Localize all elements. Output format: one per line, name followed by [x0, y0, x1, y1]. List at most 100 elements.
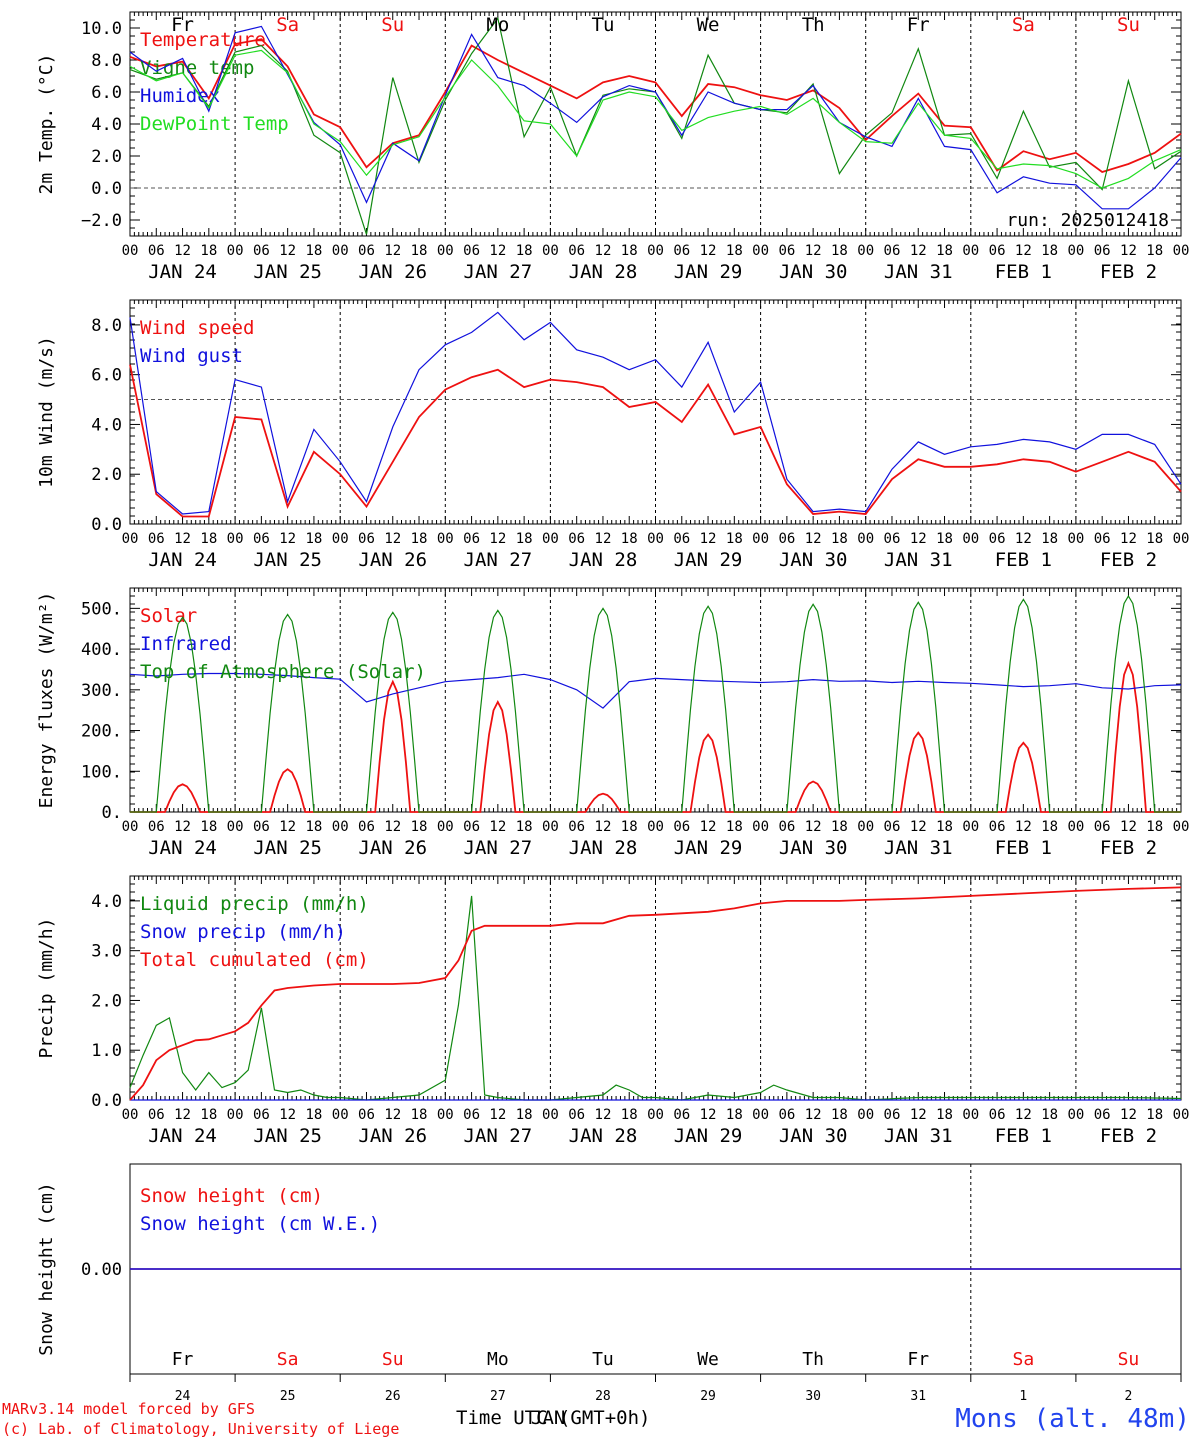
hour-label: 00 [122, 1107, 139, 1123]
date-label: JAN 25 [253, 261, 322, 283]
hour-label: 06 [358, 1107, 375, 1123]
date-label: FEB 2 [1100, 837, 1157, 859]
day-name: Fr [907, 1349, 929, 1370]
date-label: FEB 1 [995, 261, 1052, 283]
hour-label: 00 [332, 1107, 349, 1123]
series-line [129, 38, 1182, 173]
hour-label: 00 [227, 531, 244, 547]
hour-label: 00 [1173, 1107, 1190, 1123]
date-label: JAN 24 [148, 1125, 217, 1147]
hour-label: 06 [778, 243, 795, 259]
day-number: 2 [1125, 1389, 1133, 1404]
date-label: JAN 28 [569, 837, 638, 859]
date-label: JAN 30 [779, 837, 848, 859]
hour-label: 12 [279, 819, 296, 835]
date-label: JAN 24 [148, 261, 217, 283]
y-tick-label: 8.0 [91, 316, 122, 336]
x-axis-label: Time UTC (GMT+0h) [456, 1407, 650, 1429]
date-label: JAN 27 [464, 261, 533, 283]
hour-label: 18 [726, 1107, 743, 1123]
legend-entry: Vigne temp [140, 57, 254, 79]
hour-label: 00 [227, 819, 244, 835]
hour-label: 18 [516, 531, 533, 547]
hour-label: 18 [200, 243, 217, 259]
hour-label: 00 [1173, 243, 1190, 259]
legend-entry: Infrared [140, 633, 232, 655]
legend-entry: Wind speed [140, 317, 254, 339]
hour-label: 00 [122, 243, 139, 259]
hour-label: 12 [1015, 819, 1032, 835]
hour-label: 12 [279, 243, 296, 259]
hour-label: 18 [200, 531, 217, 547]
hour-label: 00 [1173, 819, 1190, 835]
hour-label: 00 [962, 243, 979, 259]
hour-label: 18 [621, 1107, 638, 1123]
date-label: JAN 30 [779, 261, 848, 283]
hour-label: 12 [700, 1107, 717, 1123]
date-label: JAN 31 [884, 261, 953, 283]
panel-3: 0. 100. 200. 300. 400. 500. Energy fluxes (W/m… [36, 587, 1190, 859]
panel-2: 0.0 2.0 4.0 6.0 8.0 10m Wind (m/s) Wind speed W… [36, 299, 1189, 571]
hour-label: 06 [148, 819, 165, 835]
date-label: JAN 24 [148, 549, 217, 571]
hour-label: 00 [857, 243, 874, 259]
hour-label: 12 [279, 531, 296, 547]
hour-label: 00 [647, 243, 664, 259]
date-label: JAN 26 [358, 261, 427, 283]
series-line [129, 364, 1182, 518]
hour-label: 06 [778, 1107, 795, 1123]
y-tick-label: 0.00 [81, 1260, 122, 1280]
hour-label: 06 [778, 819, 795, 835]
chart-panels: −2.00.02.04.06.08.010.02m Temp. (°C)Temp… [36, 11, 1190, 1404]
hour-label: 12 [700, 243, 717, 259]
y-tick-label: 1.0 [91, 1041, 122, 1061]
y-axis-label: Snow height (cm) [36, 1182, 57, 1355]
y-axis-label: Precip (mm/h) [36, 918, 57, 1059]
day-name: Sa [1013, 1349, 1035, 1370]
day-name: Fr [171, 14, 194, 36]
day-name: Sa [1012, 14, 1035, 36]
hour-label: 00 [542, 243, 559, 259]
hour-label: 06 [253, 1107, 270, 1123]
hour-label: 12 [700, 531, 717, 547]
hour-label: 00 [752, 531, 769, 547]
hour-label: 18 [1146, 819, 1163, 835]
date-label: JAN 31 [884, 549, 953, 571]
x-axis-overlap-label: JAN [531, 1407, 565, 1429]
date-label: FEB 1 [995, 549, 1052, 571]
hour-label: 00 [1067, 1107, 1084, 1123]
hour-label: 00 [542, 1107, 559, 1123]
hour-label: 00 [857, 531, 874, 547]
date-label: JAN 31 [884, 1125, 953, 1147]
plot-frame [129, 299, 1182, 525]
hour-label: 06 [358, 819, 375, 835]
hour-label: 00 [227, 1107, 244, 1123]
date-label: JAN 25 [253, 549, 322, 571]
y-tick-label: 6.0 [91, 83, 122, 103]
hour-label: 06 [673, 819, 690, 835]
hour-label: 18 [411, 243, 428, 259]
hour-label: 06 [1094, 1107, 1111, 1123]
day-name: We [697, 1349, 719, 1370]
hour-label: 00 [752, 1107, 769, 1123]
date-label: JAN 29 [674, 261, 743, 283]
hour-label: 18 [305, 243, 322, 259]
series-line [129, 672, 1182, 709]
hour-label: 12 [1015, 243, 1032, 259]
hour-label: 12 [489, 1107, 506, 1123]
legend-entry: Solar [140, 605, 197, 627]
day-number: 26 [385, 1389, 401, 1404]
date-label: FEB 2 [1100, 1125, 1157, 1147]
hour-label: 06 [989, 1107, 1006, 1123]
hour-label: 06 [673, 1107, 690, 1123]
y-tick-label: 4.0 [91, 115, 122, 135]
hour-label: 06 [148, 531, 165, 547]
hour-label: 12 [489, 531, 506, 547]
hour-label: 06 [568, 243, 585, 259]
hour-label: 00 [1067, 819, 1084, 835]
hour-label: 00 [437, 1107, 454, 1123]
day-number: 1 [1019, 1389, 1027, 1404]
y-tick-label: 3.0 [91, 942, 122, 962]
day-name: Th [802, 1349, 824, 1370]
y-tick-label: 2.0 [91, 991, 122, 1011]
